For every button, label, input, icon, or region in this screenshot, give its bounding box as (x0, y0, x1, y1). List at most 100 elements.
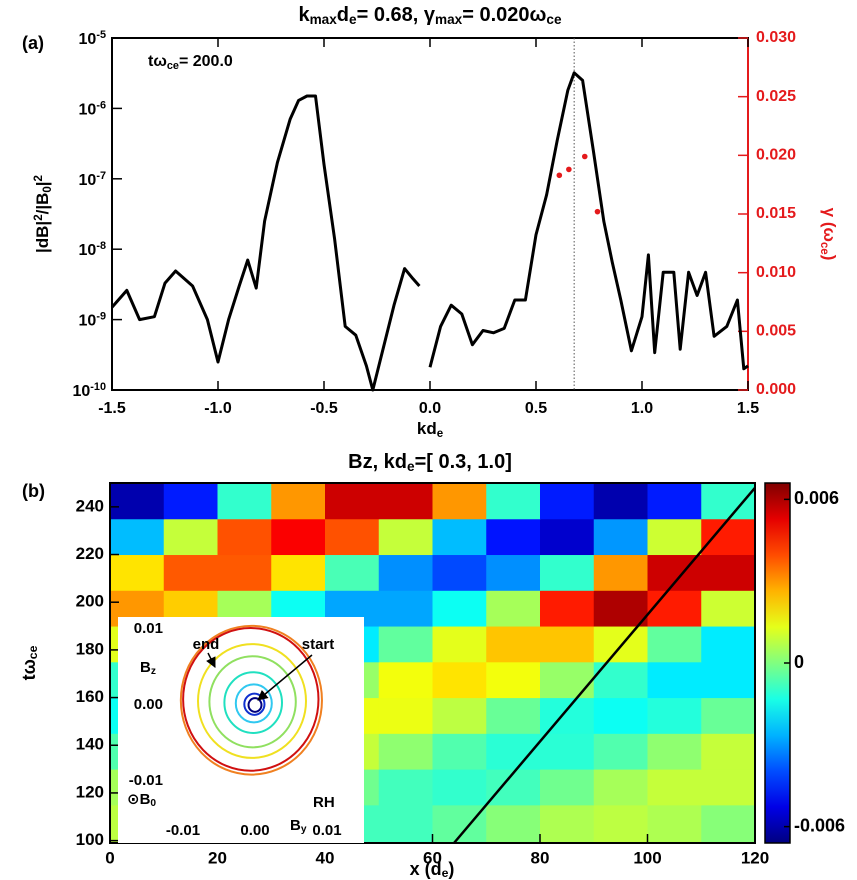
text-run: ) (820, 255, 839, 261)
heatmap-cell (378, 661, 433, 699)
heatmap-cell (486, 483, 541, 520)
text-run: ) (448, 859, 454, 879)
inset-x-label: By (290, 817, 307, 835)
text-run: =[ 0.3, 1.0] (415, 451, 512, 473)
x-tick-label: -1.0 (204, 400, 232, 417)
text-run: 10 (79, 313, 97, 330)
hodograph-loop (223, 671, 283, 734)
x-tick-label: 40 (316, 848, 335, 867)
heatmap-cell (540, 590, 595, 627)
data-point (581, 153, 588, 160)
heatmap-cell (378, 518, 433, 556)
y-tick-label: 10-7 (79, 170, 106, 189)
text-run: tω (148, 53, 167, 70)
heatmap-cell (647, 590, 702, 627)
y2-tick-label: 0.015 (756, 205, 796, 222)
text-run: 10 (79, 102, 97, 119)
text-sub: max (435, 12, 463, 27)
y-tick-label: 10-9 (79, 311, 106, 330)
text-run: k (298, 4, 310, 26)
y-tick-label: 220 (76, 544, 104, 563)
data-point (556, 172, 563, 179)
text-run: = 0.020 (462, 4, 529, 26)
x-tick-label: 0.0 (419, 400, 441, 417)
x-tick-label: 0 (105, 848, 114, 867)
text-run: |dB| (33, 221, 52, 253)
x-tick-label: 1.0 (631, 400, 653, 417)
heatmap-cell (325, 518, 380, 556)
y-tick-label: 240 (76, 496, 104, 515)
y2-tick-label: 0.010 (756, 264, 796, 281)
heatmap-cell (378, 554, 433, 591)
heatmap-cell (647, 804, 702, 844)
heatmap-cell (217, 483, 272, 520)
data-line (110, 71, 749, 392)
inset-b0-label: ⊙B0 (127, 791, 156, 809)
heatmap-cell (647, 769, 702, 806)
text-sup: -6 (96, 99, 106, 111)
heatmap-cell (378, 483, 433, 520)
heatmap-cell (432, 697, 487, 734)
text-run: 10 (79, 31, 97, 48)
text-sub: ce (26, 645, 40, 659)
x-tick-label: 1.5 (737, 400, 759, 417)
y-tick-label: 10-6 (79, 99, 106, 118)
heatmap-cell (486, 518, 541, 556)
text-sub: e (442, 866, 449, 880)
text-run: Bz, kd (348, 451, 407, 473)
heatmap-cell (378, 733, 433, 770)
heatmap-cell (647, 483, 702, 520)
heatmap-cell (432, 483, 487, 520)
heatmap-cell (647, 733, 702, 770)
data-point (566, 166, 572, 173)
heatmap-cell (486, 697, 541, 734)
text-run: tω (19, 659, 39, 680)
hodograph-loop (243, 692, 266, 716)
y2-axis-label: γ (ωce) (818, 208, 839, 261)
y2-tick-label: 0.005 (756, 323, 796, 340)
heatmap-cell (593, 590, 648, 627)
text-sub: e (437, 428, 444, 440)
heatmap-cell (540, 626, 595, 663)
y-axis-label: tωce (19, 645, 41, 680)
heatmap-cell (701, 769, 756, 806)
heatmap-cell (540, 769, 595, 806)
heatmap-cell (701, 554, 756, 591)
inset-y-tick-label: 0.01 (134, 620, 163, 637)
heatmap-cell (486, 554, 541, 591)
text-run: γ (ω (820, 208, 839, 242)
heatmap-cell (593, 518, 648, 556)
y-tick-label: 10-8 (79, 240, 106, 259)
text-sup: -10 (90, 381, 106, 393)
text-sub: ce (818, 242, 830, 255)
heatmap-cell (110, 554, 165, 591)
x-tick-label: 60 (423, 848, 442, 867)
colorbar-tick-label: -0.006 (794, 815, 845, 835)
heatmap-cell (540, 697, 595, 734)
heatmap-cell (110, 483, 165, 520)
text-sub: e (407, 459, 415, 474)
y-tick-label: 200 (76, 592, 104, 611)
y2-tick-label: 0.020 (756, 147, 796, 164)
heatmap-cell (593, 804, 648, 844)
hodograph-loop (247, 697, 263, 713)
heatmap-cell (432, 733, 487, 770)
heatmap-cell (163, 518, 218, 556)
text-sup: 2 (33, 214, 45, 220)
text-run: 10 (79, 242, 97, 259)
text-sub: y (301, 824, 307, 835)
x-axis-label: kde (417, 419, 444, 440)
heatmap-cell (593, 697, 648, 734)
heatmap-cell (432, 626, 487, 663)
arrow (206, 652, 216, 668)
text-run: = 200.0 (179, 53, 233, 70)
text-sub: z (151, 666, 156, 677)
heatmap-cell (540, 733, 595, 770)
text-run: 10 (72, 383, 90, 400)
text-sub: ce (167, 60, 179, 72)
heatmap-cell (701, 661, 756, 699)
heatmap-cell (540, 483, 595, 520)
x-tick-label: -0.5 (310, 400, 338, 417)
heatmap-cell (486, 661, 541, 699)
inset-y-tick-label: -0.01 (129, 772, 163, 789)
